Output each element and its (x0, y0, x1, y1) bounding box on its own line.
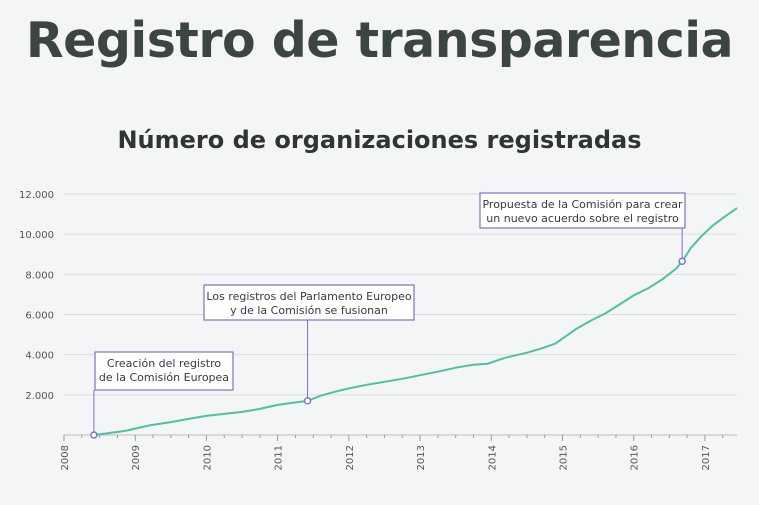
annotation-text: y de la Comisión se fusionan (230, 304, 388, 317)
x-tick-label: 2010 (202, 445, 213, 470)
chart-title: Número de organizaciones registradas (117, 126, 642, 154)
annotation-box (203, 284, 415, 321)
x-axis: 2008 2009 2010 2011 2012 2013 2014 2015 2016 2017 (60, 435, 724, 470)
series-line (93, 207, 738, 436)
annotation-text: de la Comisión Europea (99, 371, 229, 384)
x-tick-label: 2016 (630, 445, 641, 470)
x-tick-label: 2017 (701, 445, 712, 470)
annotation-marker (678, 257, 686, 265)
page-title: Registro de transparencia (25, 12, 734, 69)
annotation-marker (90, 431, 98, 439)
y-axis: 2.000 4.000 6.000 8.000 10.000 12.000 (19, 190, 54, 402)
x-tick-label: 2012 (345, 445, 356, 470)
y-tick-label: 2.000 (25, 391, 54, 402)
x-tick-label: 2011 (274, 445, 285, 470)
y-tick-label: 4.000 (25, 351, 54, 362)
y-tick-label: 6.000 (25, 311, 54, 322)
x-tick-label: 2008 (60, 445, 71, 470)
annotation-text: un nuevo acuerdo sobre el registro (486, 212, 679, 225)
annotation-text: Creación del registro (107, 357, 221, 370)
y-tick-label: 12.000 (19, 190, 54, 201)
y-tick-label: 10.000 (19, 230, 54, 241)
annotation-box (479, 192, 686, 229)
annotation-text: Los registros del Parlamento Europeo (206, 290, 411, 303)
annotation-box (94, 351, 234, 391)
y-tick-label: 8.000 (25, 270, 54, 281)
series-layer (93, 207, 738, 436)
annotation-text: Propuesta de la Comisión para crear (482, 198, 682, 211)
x-tick-label: 2009 (131, 445, 142, 470)
x-tick-label: 2014 (487, 445, 498, 470)
annotation-marker (303, 397, 312, 405)
x-tick-label: 2013 (416, 445, 427, 470)
x-tick-label: 2015 (559, 445, 570, 470)
